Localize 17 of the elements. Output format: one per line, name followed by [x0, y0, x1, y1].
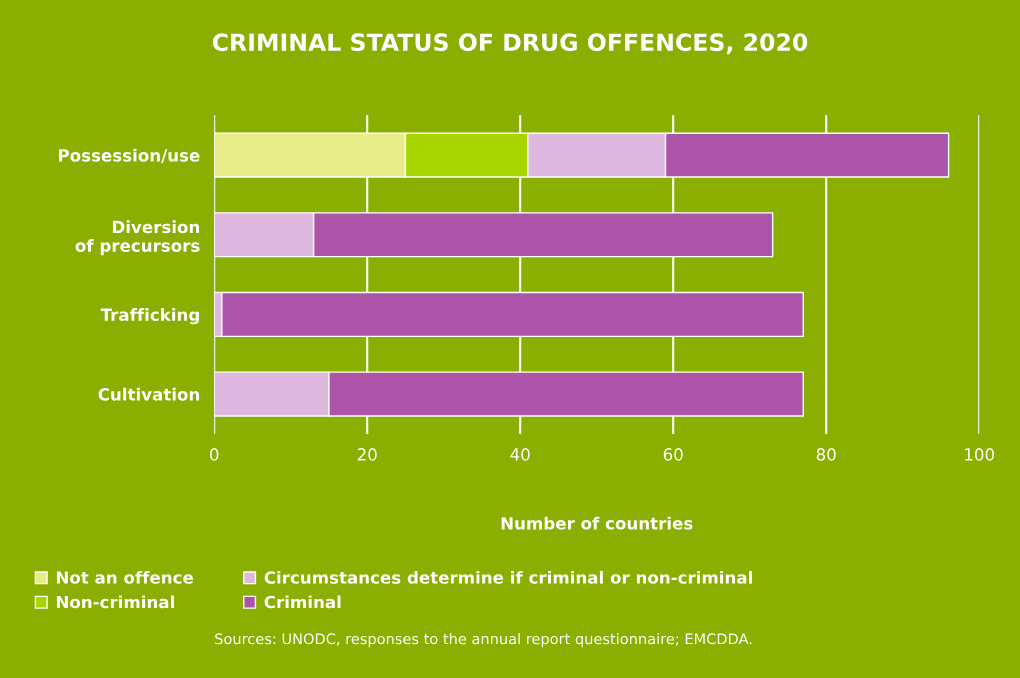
x-axis-title: Number of countries — [501, 516, 693, 530]
y-tick-label: Possession/use — [58, 148, 200, 163]
x-tick-label: 60 — [663, 448, 683, 461]
x-tick-label: 40 — [510, 448, 530, 461]
legend-label: Not an offence — [56, 570, 193, 584]
y-tick-label: Diversion of precursors — [75, 220, 200, 256]
x-tick-label: 0 — [210, 448, 219, 461]
y-tick-label: Cultivation — [98, 387, 200, 401]
legend-label: Circumstances determine if criminal or non-criminal — [264, 570, 752, 584]
legend-label: Non-criminal — [56, 595, 174, 609]
x-tick-label: 80 — [816, 448, 836, 461]
source-note: Sources: UNODC, responses to the annual report questionnaire; EMCDDA. — [215, 633, 752, 648]
y-tick-label: Trafficking — [100, 308, 199, 325]
x-tick-label: 20 — [357, 448, 377, 461]
x-tick-label: 100 — [965, 448, 994, 461]
legend-label: Criminal — [264, 595, 341, 609]
chart-title: CRIMINAL STATUS OF DRUG OFFENCES, 2020 — [212, 33, 808, 55]
